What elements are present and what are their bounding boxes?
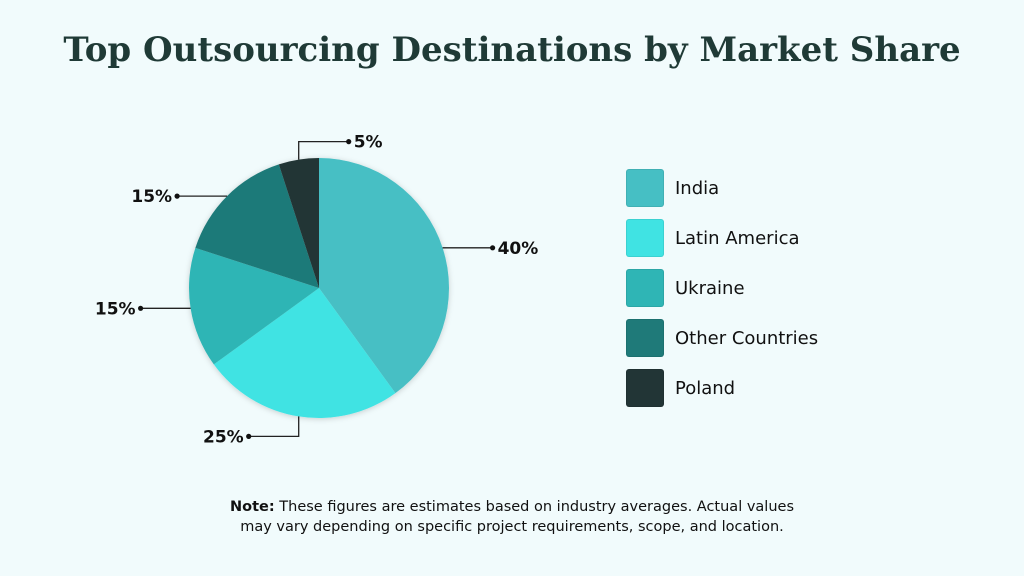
legend-swatch-poland xyxy=(626,369,664,407)
leader-dot-poland xyxy=(346,139,352,145)
leader-line-latin-america xyxy=(248,416,300,438)
legend-item-poland: Poland xyxy=(626,368,818,408)
legend-item-ukraine: Ukraine xyxy=(626,268,818,308)
chart-note: Note: These figures are estimates based … xyxy=(212,497,812,537)
legend-item-latin-america: Latin America xyxy=(626,218,818,258)
legend-swatch-ukraine xyxy=(626,269,664,307)
legend-swatch-india xyxy=(626,169,664,207)
leader-line-poland xyxy=(298,140,349,160)
note-prefix: Note: xyxy=(230,499,275,515)
pie-slice-other-countries xyxy=(195,164,319,288)
legend-label-poland: Poland xyxy=(675,377,736,399)
legend-swatch-other-countries xyxy=(626,319,664,357)
pie-slice-ukraine xyxy=(188,247,319,365)
pie-slice-india xyxy=(319,158,449,394)
value-label-other-countries: 15% xyxy=(131,187,172,207)
value-label-india: 40% xyxy=(498,239,539,259)
pie-slice-latin-america xyxy=(213,288,396,418)
pie-slices xyxy=(188,158,449,418)
value-label-latin-america: 25% xyxy=(203,427,244,447)
legend-item-other-countries: Other Countries xyxy=(626,318,818,358)
pie-value-labels: 40% 25% 15% 15% 5% xyxy=(95,133,538,448)
pie-slice-poland xyxy=(278,158,319,288)
legend-swatch-latin-america xyxy=(626,219,664,257)
legend-label-other-countries: Other Countries xyxy=(675,327,819,349)
note-text: These figures are estimates based on ind… xyxy=(240,499,794,535)
chart-legend: India Latin America Ukraine Other Countr… xyxy=(626,168,818,418)
legend-label-latin-america: Latin America xyxy=(675,227,800,249)
value-label-poland: 5% xyxy=(354,133,383,153)
legend-label-india: India xyxy=(675,177,720,199)
legend-label-ukraine: Ukraine xyxy=(675,277,745,299)
pie-leader-lines xyxy=(138,139,496,439)
leader-dot-ukraine xyxy=(138,305,144,311)
leader-dot-india xyxy=(490,245,496,251)
legend-item-india: India xyxy=(626,168,818,208)
leader-dot-latin-america xyxy=(246,433,252,439)
value-label-ukraine: 15% xyxy=(95,299,136,319)
chart-title: Top Outsourcing Destinations by Market S… xyxy=(63,30,961,70)
leader-dot-other-countries xyxy=(174,193,180,199)
